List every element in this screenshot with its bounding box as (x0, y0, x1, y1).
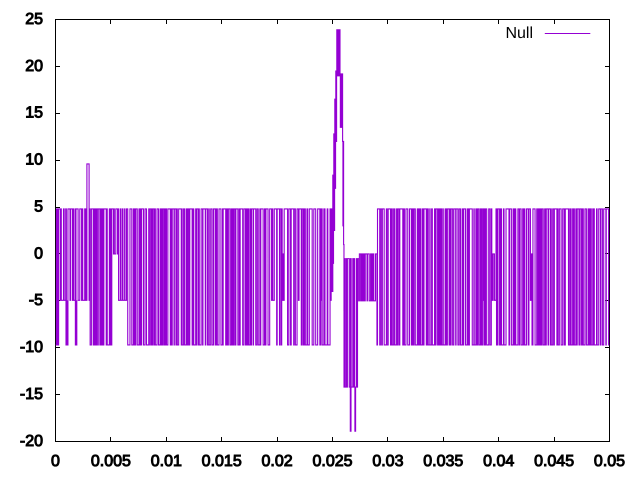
svg-text:0.025: 0.025 (312, 453, 352, 470)
svg-text:0.01: 0.01 (151, 453, 182, 470)
svg-text:0: 0 (34, 245, 43, 262)
svg-text:-20: -20 (20, 433, 43, 450)
svg-text:0.04: 0.04 (483, 453, 514, 470)
svg-text:-15: -15 (20, 386, 43, 403)
svg-text:0.05: 0.05 (594, 453, 625, 470)
svg-text:10: 10 (25, 152, 43, 169)
svg-text:Null: Null (505, 25, 533, 42)
svg-text:-5: -5 (29, 292, 43, 309)
svg-text:20: 20 (25, 58, 43, 75)
svg-text:0.005: 0.005 (91, 453, 131, 470)
svg-text:15: 15 (25, 105, 43, 122)
svg-text:0.035: 0.035 (423, 453, 463, 470)
svg-text:0.03: 0.03 (372, 453, 403, 470)
svg-text:0.015: 0.015 (202, 453, 242, 470)
svg-text:-10: -10 (20, 339, 43, 356)
svg-text:0.045: 0.045 (534, 453, 574, 470)
svg-text:0: 0 (51, 453, 60, 470)
svg-text:5: 5 (34, 198, 43, 215)
svg-text:0.02: 0.02 (262, 453, 293, 470)
svg-text:25: 25 (25, 11, 43, 28)
